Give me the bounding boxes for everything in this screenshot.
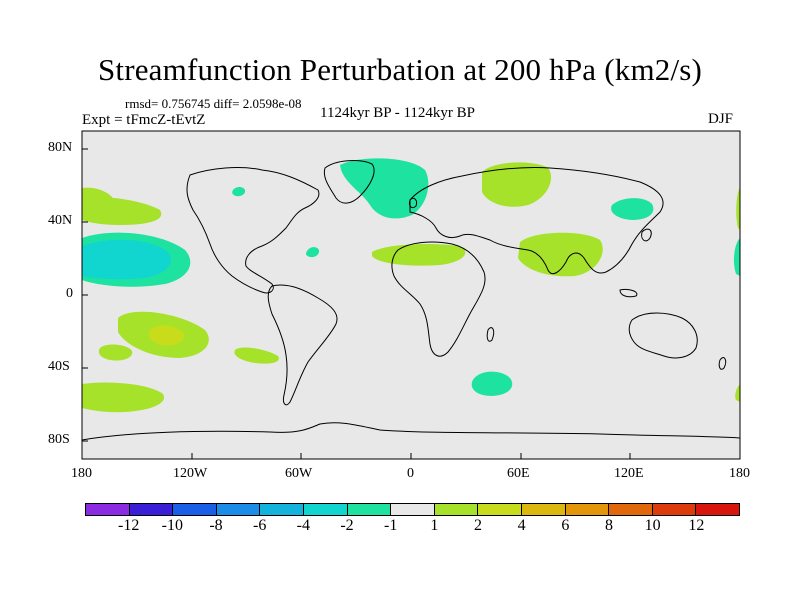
contour-pos2-chile [234, 347, 279, 364]
contour-pos2-south-east-pacific [98, 344, 133, 361]
colorbar-label-13: 12 [688, 517, 705, 534]
period-label: 1124kyr BP - 1124kyr BP [320, 105, 476, 121]
colorbar-label-4: -4 [296, 517, 310, 534]
colorbar-label-9: 4 [517, 517, 526, 534]
lon-tick-120e: 120E [614, 466, 644, 481]
colorbar-box-0 [85, 503, 130, 516]
coast-japan [641, 228, 652, 242]
colorbar-box-10 [521, 503, 566, 516]
contour-neg1-north-atlantic [340, 158, 429, 219]
colorbar-box-1 [129, 503, 174, 516]
colorbar-box-9 [478, 503, 522, 516]
contour-neg1-small-canada [232, 187, 246, 197]
colorbar-box-2 [173, 503, 217, 516]
contour-neg1-east-edge [733, 238, 740, 276]
contour-pos2-siberia [482, 162, 552, 207]
contour-neg1-east-asia [611, 198, 654, 220]
colorbar-box-14 [696, 503, 740, 516]
lat-tick-40s: 40S [48, 359, 70, 374]
colorbar-box-12 [609, 503, 653, 516]
coast-australia [628, 312, 698, 359]
colorbar-label-2: -8 [209, 517, 223, 534]
coastlines [82, 160, 740, 441]
contour-pos2-southern-ocean-east [735, 384, 740, 402]
colorbar [85, 503, 740, 516]
lon-tick-60w: 60W [285, 466, 313, 481]
colorbar-label-1: -10 [161, 517, 183, 534]
colorbar-label-7: 1 [430, 517, 439, 534]
axis-ticks [81, 148, 741, 459]
lon-tick-180w: 180 [71, 466, 92, 481]
coast-madagascar [486, 327, 495, 342]
lat-tick-80s: 80S [48, 432, 70, 447]
contour-pos2-north-atlantic-east [82, 197, 162, 225]
rmsd-stats: rmsd= 0.756745 diff= 2.0598e-08 [125, 96, 302, 111]
colorbar-box-4 [260, 503, 304, 516]
colorbar-label-3: -6 [252, 517, 267, 534]
colorbar-box-6 [347, 503, 392, 516]
colorbar-box-13 [652, 503, 697, 516]
contour-neg1-small-atlantic [306, 247, 320, 258]
contour-pos2-southern-ocean [82, 382, 165, 413]
contour-pos2-sahara [372, 244, 466, 266]
colorbar-label-8: 2 [474, 517, 482, 534]
colorbar-box-5 [303, 503, 348, 516]
lat-tick-40n: 40N [48, 213, 73, 228]
contour-pos2-east-edge-north [736, 187, 740, 230]
colorbar-label-5: -2 [340, 517, 354, 534]
lon-tick-0: 0 [407, 466, 414, 481]
season-label: DJF [708, 111, 734, 127]
contour-neg1-south-indian [471, 371, 513, 396]
contour-fields [82, 158, 740, 413]
colorbar-label-11: 8 [605, 517, 613, 534]
contour-pos2-india [518, 232, 603, 277]
coast-africa [391, 241, 486, 357]
lon-tick-180e: 180 [729, 466, 750, 481]
colorbar-box-11 [565, 503, 610, 516]
coast-greenland [323, 160, 375, 204]
colorbar-label-0: -12 [117, 517, 140, 534]
colorbar-label-6: -1 [383, 517, 398, 534]
coast-indonesia [619, 289, 638, 298]
colorbar-box-3 [216, 503, 261, 516]
coast-new-zealand [718, 357, 727, 370]
lon-tick-60e: 60E [507, 466, 530, 481]
coast-uk [409, 197, 417, 209]
colorbar-box-8 [434, 503, 479, 516]
plot-title: Streamfunction Perturbation at 200 hPa (… [97, 52, 703, 87]
lat-tick-0: 0 [66, 286, 73, 301]
coast-eurasia [409, 166, 664, 275]
colorbar-box-7 [391, 503, 435, 516]
colorbar-label-10: 6 [561, 517, 570, 534]
contour-pos4-south-pacific [148, 325, 185, 346]
lat-tick-80n: 80N [48, 140, 73, 155]
colorbar-label-12: 10 [644, 517, 661, 534]
lon-tick-120w: 120W [173, 466, 208, 481]
coast-south-america [267, 284, 338, 406]
experiment-label: Expt = tFmcZ-tEvtZ [82, 112, 206, 128]
contour-neg2-north-pacific [82, 239, 172, 280]
coast-antarctica [82, 422, 740, 441]
coast-north-america [186, 167, 320, 294]
